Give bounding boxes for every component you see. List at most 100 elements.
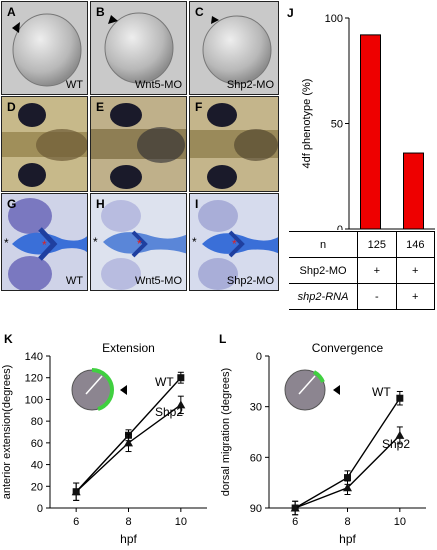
panel-caption: Wnt5-MO [134, 79, 182, 91]
y-tick-label: 60 [250, 452, 262, 464]
data-point [177, 374, 185, 382]
x-tick-label: 10 [175, 516, 187, 528]
y-tick-label: 30 [250, 402, 262, 414]
embryo-image-b [104, 12, 174, 84]
y-axis-label: 4df phenotype (%) [301, 79, 313, 169]
line-chart-k: Extension 0 20 40 60 80 100 120 140 6 8 10 hpf anteri… [1, 341, 207, 546]
inset-arrow [298, 375, 316, 395]
phenotype-table: n 125 146 Shp2-MO + + shp2-RNA - + [289, 231, 436, 310]
svg-text:*: * [192, 235, 197, 249]
panel-letter-k: K [4, 332, 13, 346]
arrowhead-icon [12, 22, 20, 33]
panel-label: E [96, 100, 105, 114]
table-row: Shp2-MO + + [289, 257, 436, 284]
table-row: shp2-RNA - + [289, 283, 436, 310]
panel-label: G [7, 197, 17, 211]
table-cell: - [357, 283, 397, 310]
table-cell: + [395, 257, 436, 284]
y-tick-label: 0 [37, 503, 43, 515]
y-tick-label: 80 [31, 416, 43, 428]
series-label: Shp2 [155, 405, 183, 419]
y-axis-label: dorsal migration (degrees) [220, 368, 232, 496]
table-cell: + [395, 283, 436, 310]
y-tick-label: 40 [31, 460, 43, 472]
inset-embryo [284, 369, 326, 411]
panel-caption: Wnt5-MO [134, 275, 182, 287]
inset-highlight [91, 368, 115, 411]
series-label: WT [155, 375, 174, 389]
y-tick-label: 50 [331, 119, 343, 131]
panel-e: E [90, 96, 187, 192]
y-tick-label: 120 [25, 373, 43, 385]
panel-label: C [195, 5, 204, 19]
panel-i: * * I Shp2-MO [189, 193, 279, 291]
panel-g: * * G WT [1, 193, 88, 291]
arrowhead-icon [120, 385, 127, 395]
panel-label: H [96, 197, 105, 211]
cartilage-image-i: * * [192, 200, 278, 290]
panel-caption: WT [65, 275, 83, 287]
svg-text:*: * [232, 237, 237, 251]
y-tick-label: 60 [31, 438, 43, 450]
x-tick-label: 6 [73, 516, 79, 528]
y-tick-label: 0 [256, 351, 262, 363]
panel-d: D [1, 96, 88, 192]
panel-label: F [195, 100, 203, 114]
panel-label: D [7, 100, 16, 114]
chart-title: Convergence [312, 341, 384, 355]
panel-caption: Shp2-MO [226, 275, 274, 287]
chart-title: Extension [102, 341, 155, 355]
panel-label: A [7, 5, 16, 19]
table-row: n 125 146 [289, 231, 436, 258]
table-cell: 125 [357, 231, 397, 258]
larva-image-d [2, 103, 87, 187]
svg-text:*: * [42, 238, 47, 252]
larva-image-e [91, 103, 186, 189]
y-tick-label: 100 [25, 394, 43, 406]
embryo-image-c [202, 15, 272, 85]
table-row-label: n [289, 231, 359, 258]
panel-c: C Shp2-MO [189, 1, 279, 95]
table-row-label: Shp2-MO [289, 257, 359, 284]
table-cell: 146 [395, 231, 436, 258]
x-tick-label: 8 [125, 516, 131, 528]
panel-letter-l: L [219, 332, 227, 346]
series-label: Shp2 [382, 437, 410, 451]
data-point [71, 487, 81, 496]
x-axis-label: hpf [120, 532, 137, 546]
panel-label: I [195, 197, 199, 211]
series-label: WT [372, 385, 391, 399]
y-tick-label: 90 [250, 503, 262, 515]
panel-f: F [189, 96, 279, 192]
y-tick-label: 100 [325, 13, 343, 25]
x-tick-label: 8 [344, 516, 350, 528]
data-point [396, 394, 404, 402]
data-point [344, 474, 351, 482]
data-point [395, 430, 405, 439]
svg-text:*: * [137, 237, 142, 251]
inset-arrow [85, 375, 103, 395]
arrowhead-icon [333, 385, 340, 395]
panel-j: J 0 50 100 4df phenotype (%) n 125 146 Shp2-MO… [281, 0, 437, 310]
svg-text:*: * [93, 235, 98, 249]
data-point [176, 400, 186, 409]
embryo-image-a [12, 13, 82, 87]
panel-l: L Convergence 0 30 60 90 6 8 10 hpf dorsal migrat… [219, 330, 437, 550]
y-tick-label: 0 [337, 224, 343, 230]
bar-chart-j: 0 50 100 4df phenotype (%) [301, 13, 435, 230]
data-point [124, 438, 133, 447]
panel-k: K Extension 0 20 40 60 80 100 120 140 6 8 10 hpf ante… [0, 330, 218, 550]
x-tick-label: 6 [292, 516, 298, 528]
panel-caption: Shp2-MO [226, 79, 274, 91]
inset-highlight [312, 370, 325, 383]
cartilage-image-g: * * [4, 198, 87, 290]
x-axis-label: hpf [339, 532, 356, 546]
table-row-label: shp2-RNA [289, 283, 359, 310]
data-point [343, 483, 352, 492]
larva-image-f [190, 103, 278, 189]
panel-letter-j: J [287, 6, 294, 20]
y-axis-label: anterior extension(degrees) [1, 365, 13, 500]
panel-a: A WT [1, 1, 88, 95]
data-point [290, 503, 300, 512]
panel-h: * * H Wnt5-MO [90, 193, 187, 291]
